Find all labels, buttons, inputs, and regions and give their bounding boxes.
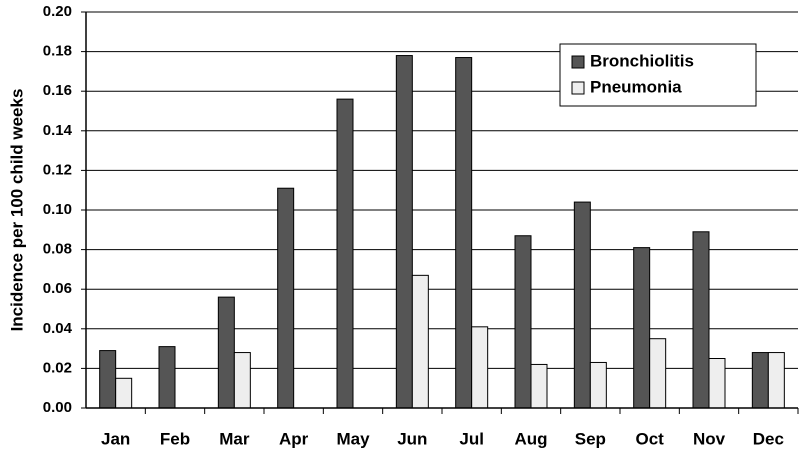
bar bbox=[573, 201, 591, 409]
x-tick-label: Aug bbox=[514, 429, 547, 448]
bar bbox=[514, 235, 532, 409]
bar bbox=[395, 55, 413, 409]
legend-label: Pneumonia bbox=[590, 77, 682, 96]
bar bbox=[411, 274, 429, 409]
bar bbox=[217, 296, 235, 409]
y-tick-label: 0.06 bbox=[43, 280, 72, 297]
bar bbox=[233, 352, 251, 409]
y-tick-label: 0.02 bbox=[43, 359, 72, 376]
x-tick-label: Nov bbox=[693, 429, 726, 448]
bar bbox=[471, 326, 489, 409]
x-tick-label: Sep bbox=[575, 429, 606, 448]
bar bbox=[751, 352, 769, 409]
bar bbox=[455, 57, 473, 409]
legend-swatch bbox=[571, 81, 585, 95]
bar bbox=[99, 350, 117, 409]
y-axis-label: Incidence per 100 child weeks bbox=[7, 89, 26, 332]
bar bbox=[158, 346, 176, 409]
x-tick-label: Jun bbox=[397, 429, 427, 448]
legend-box bbox=[559, 43, 757, 107]
bar bbox=[649, 338, 667, 409]
x-tick-label: Mar bbox=[219, 429, 250, 448]
bar bbox=[336, 98, 354, 409]
bar bbox=[589, 361, 607, 409]
bar bbox=[767, 352, 785, 409]
bar bbox=[692, 231, 710, 409]
y-tick-label: 0.08 bbox=[43, 241, 72, 258]
y-tick-label: 0.16 bbox=[43, 82, 72, 99]
bar bbox=[115, 377, 133, 409]
x-tick-label: May bbox=[336, 429, 370, 448]
bar bbox=[530, 363, 548, 409]
y-tick-label: 0.04 bbox=[43, 320, 73, 337]
x-tick-label: Oct bbox=[635, 429, 664, 448]
y-tick-label: 0.12 bbox=[43, 161, 72, 178]
bar bbox=[633, 247, 651, 409]
y-tick-label: 0.00 bbox=[43, 399, 72, 416]
bar bbox=[708, 358, 726, 409]
y-tick-label: 0.10 bbox=[43, 201, 72, 218]
x-tick-label: Apr bbox=[279, 429, 309, 448]
x-tick-label: Jul bbox=[459, 429, 484, 448]
y-tick-label: 0.20 bbox=[43, 3, 72, 20]
y-tick-label: 0.14 bbox=[43, 122, 73, 139]
y-tick-label: 0.18 bbox=[43, 43, 72, 60]
x-tick-label: Jan bbox=[101, 429, 130, 448]
legend-label: Bronchiolitis bbox=[590, 51, 694, 70]
bar bbox=[277, 187, 295, 409]
x-tick-label: Dec bbox=[753, 429, 784, 448]
x-tick-label: Feb bbox=[160, 429, 190, 448]
legend-swatch bbox=[571, 55, 585, 69]
